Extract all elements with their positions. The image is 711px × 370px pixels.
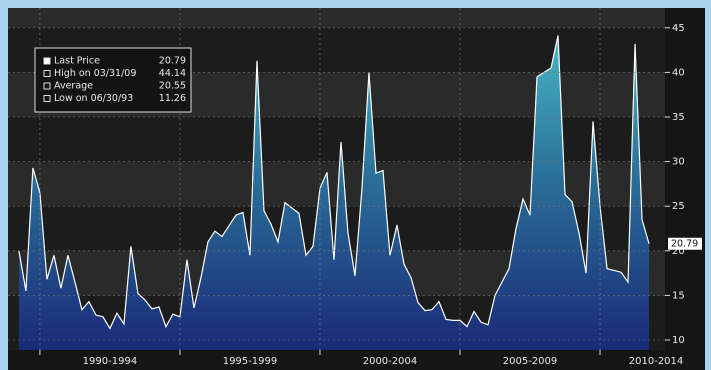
legend: Last Price 20.79 High on 03/31/09 44.14 Aver… xyxy=(34,47,192,113)
y-tick-label: 30 xyxy=(672,157,685,168)
legend-value: 20.55 xyxy=(159,81,186,92)
legend-icon xyxy=(43,57,51,65)
y-tick-label: 20 xyxy=(672,246,685,257)
legend-value: 44.14 xyxy=(159,68,186,79)
legend-box xyxy=(34,47,192,113)
y-tick-label: 25 xyxy=(672,201,685,212)
legend-label: High on 03/31/09 xyxy=(54,68,136,79)
y-axis-strip xyxy=(665,8,705,370)
y-tick-label: 15 xyxy=(672,290,685,301)
legend-value: 20.79 xyxy=(159,56,186,67)
x-tick-label: 1995-1999 xyxy=(223,356,278,367)
area xyxy=(18,35,650,350)
x-tick-label: 1990-1994 xyxy=(83,356,138,367)
x-axis-strip xyxy=(8,350,665,370)
legend-icon xyxy=(43,82,51,90)
legend-label: Average xyxy=(54,81,93,92)
legend-label: Last Price xyxy=(54,56,100,67)
last-value-label: 20.79 xyxy=(671,238,698,249)
legend-icon xyxy=(43,95,51,102)
legend-label: Low on 06/30/93 xyxy=(54,93,133,104)
x-tick-label: 2005-2009 xyxy=(503,356,558,367)
y-tick-label: 10 xyxy=(672,335,685,346)
x-tick-label: 2000-2004 xyxy=(363,356,418,367)
y-tick-label: 35 xyxy=(672,112,685,123)
y-tick-label: 40 xyxy=(672,67,685,78)
y-tick-label: 45 xyxy=(672,23,685,34)
band xyxy=(8,8,665,28)
legend-icon xyxy=(43,70,51,77)
legend-value: 11.26 xyxy=(159,93,186,104)
last-value-tag xyxy=(668,237,702,250)
x-tick-label: 2010-2014 xyxy=(629,356,684,367)
